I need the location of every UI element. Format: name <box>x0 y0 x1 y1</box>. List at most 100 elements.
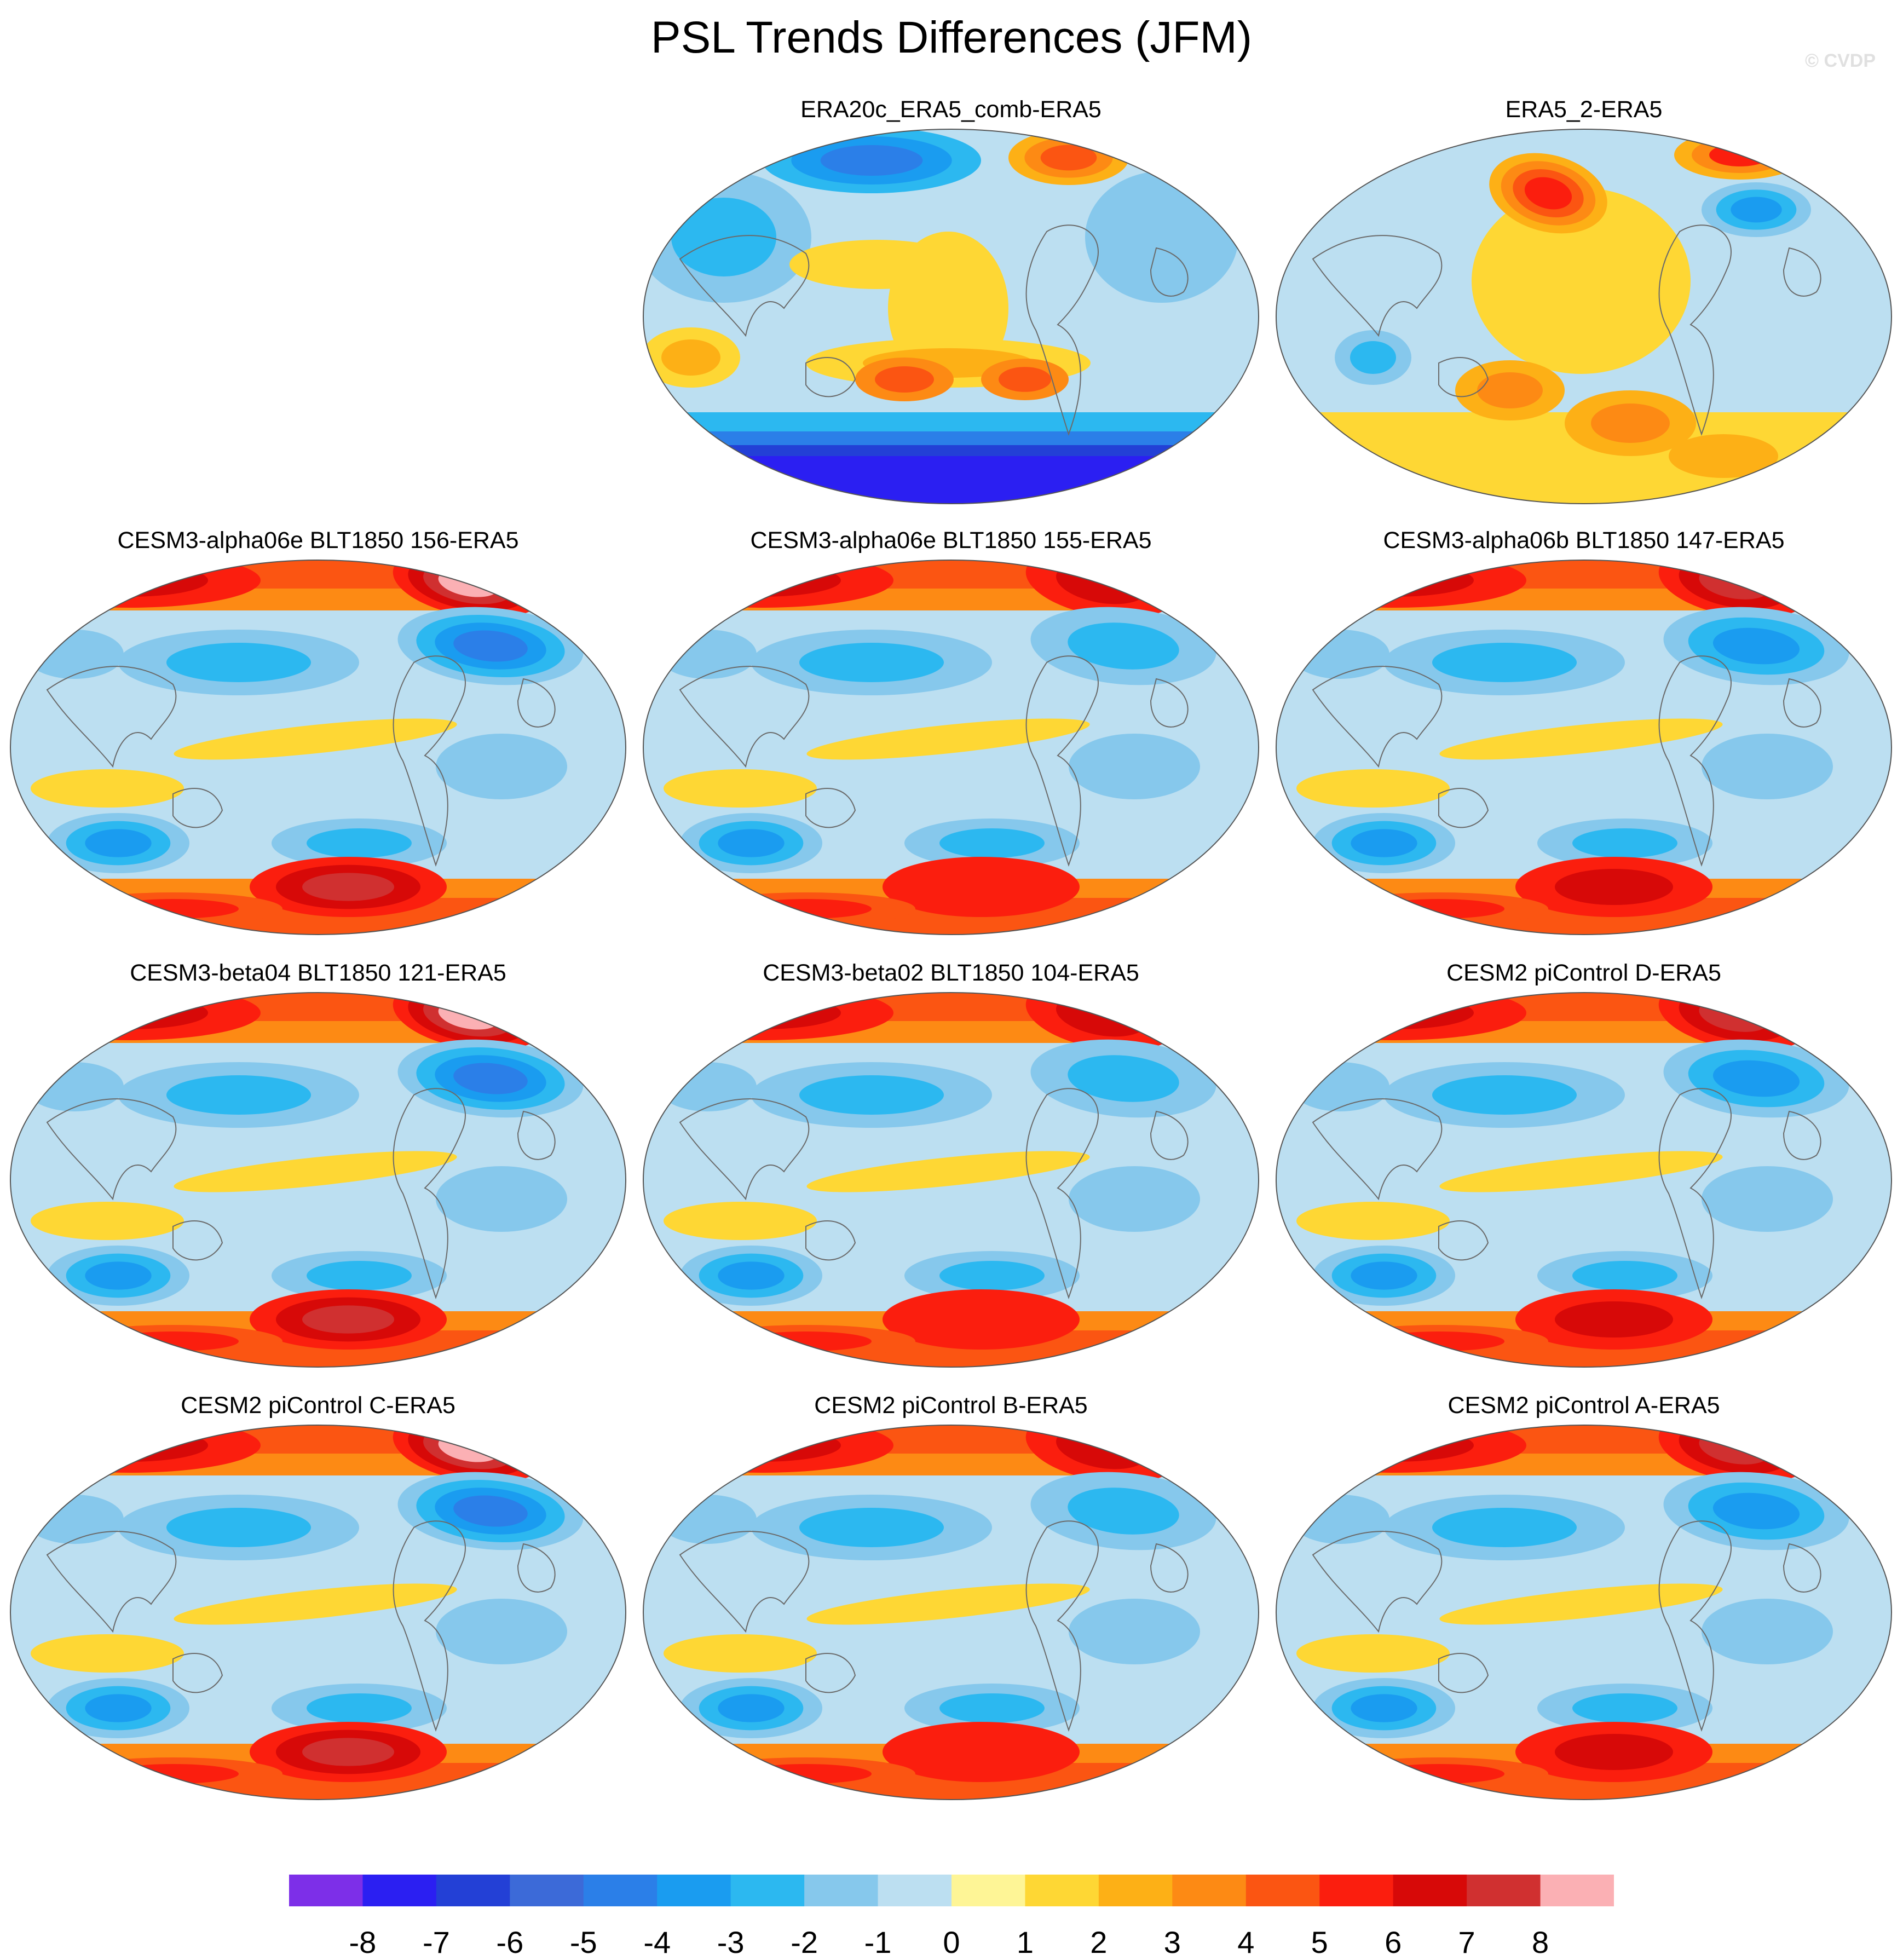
coastline <box>1438 1220 1489 1261</box>
coastline <box>1025 224 1099 436</box>
southern-low <box>1572 1261 1677 1290</box>
coastline <box>1025 655 1099 867</box>
map-outline <box>1276 1425 1892 1800</box>
map-panel: CESM2 piControl D-ERA5 <box>1275 959 1893 1371</box>
colorbar-tick-label: -1 <box>864 1925 892 1959</box>
coastline <box>805 357 856 397</box>
arctic-band <box>10 560 626 589</box>
southern-low <box>718 1694 785 1722</box>
asia-negative <box>671 198 776 276</box>
colorbar-segment <box>1245 1875 1320 1906</box>
colorbar-segment <box>1319 1875 1394 1906</box>
antarctic-high <box>883 1289 1080 1350</box>
world-map <box>10 560 626 935</box>
psl-field <box>643 560 1259 935</box>
colorbar-tick-label: -8 <box>349 1925 377 1959</box>
coastline <box>1025 1520 1099 1732</box>
world-map <box>643 1425 1259 1800</box>
psl-field <box>1276 1425 1892 1800</box>
world-map <box>1276 1425 1892 1800</box>
world-map <box>10 992 626 1368</box>
southern-positive <box>1477 372 1543 408</box>
southern-positive <box>875 366 934 393</box>
colorbar-tick-label: -2 <box>791 1925 818 1959</box>
map-panel: CESM2 piControl B-ERA5 <box>642 1392 1260 1803</box>
map-outline <box>10 1425 626 1800</box>
arctic-band <box>1276 993 1892 1021</box>
map-outline <box>643 129 1259 504</box>
tropical-positive <box>806 1151 1090 1192</box>
arctic-high <box>683 996 841 1029</box>
coastline <box>805 788 856 828</box>
panel-title: CESM2 piControl D-ERA5 <box>1446 960 1721 986</box>
north-pacific-low <box>166 1508 311 1547</box>
antarctic-high <box>1373 1764 1504 1784</box>
tropical-positive <box>1439 1151 1723 1192</box>
coastline <box>1783 678 1821 728</box>
colorbar-segment <box>510 1875 584 1906</box>
colorbar-segment <box>583 1875 658 1906</box>
coastline <box>393 655 466 867</box>
psl-field <box>643 1425 1259 1800</box>
coastline <box>517 1543 556 1593</box>
north-pacific-negative <box>820 145 923 176</box>
antarctic-high <box>107 899 239 919</box>
coastline <box>1783 1543 1821 1593</box>
coastline <box>1783 247 1821 297</box>
coastline <box>1783 1110 1821 1160</box>
panel-title: CESM2 piControl A-ERA5 <box>1448 1392 1720 1419</box>
indian-ocean-positive <box>1296 1202 1450 1240</box>
indian-ocean-positive <box>31 1202 184 1240</box>
north-pacific-low <box>1432 1508 1577 1547</box>
southern-low <box>939 1261 1045 1290</box>
coastline <box>46 1531 177 1633</box>
north-atlantic-low <box>453 630 528 662</box>
south-america-negative <box>436 1599 567 1664</box>
colorbar-tick-label: 8 <box>1531 1925 1549 1959</box>
south-america-negative <box>1702 734 1833 799</box>
world-map <box>643 129 1259 504</box>
map-outline <box>1276 129 1892 504</box>
map-panel: CESM3-alpha06b BLT1850 147-ERA5 <box>1275 527 1893 938</box>
americas-negative <box>1085 171 1238 303</box>
colorbar-tick-label: 5 <box>1311 1925 1328 1959</box>
north-pacific-low <box>1432 1075 1577 1115</box>
tropical-positive <box>174 718 457 760</box>
colorbar-segment <box>1025 1875 1099 1906</box>
north-atlantic-low <box>1068 1488 1179 1535</box>
southern-low <box>939 828 1045 858</box>
map-outline <box>643 560 1259 935</box>
world-map <box>643 560 1259 935</box>
map-panel: CESM2 piControl C-ERA5 <box>9 1392 627 1803</box>
antarctic-high <box>1555 869 1673 905</box>
southern-low <box>718 1261 785 1290</box>
colorbar <box>289 1875 1614 1906</box>
north-atlantic-low <box>453 1495 528 1527</box>
north-atlantic-low <box>1712 627 1800 665</box>
southern-low <box>85 1694 152 1722</box>
indian-ocean-positive <box>664 1202 817 1240</box>
colorbar-tick-label: -4 <box>643 1925 671 1959</box>
indian-ocean-positive <box>1296 769 1450 808</box>
eurasia-low <box>658 630 757 679</box>
coastline <box>1658 224 1732 436</box>
coastline <box>1438 357 1489 397</box>
colorbar-segment <box>1393 1875 1467 1906</box>
south-america-negative <box>1702 1166 1833 1232</box>
world-map <box>1276 129 1892 504</box>
arctic-band <box>643 560 1259 589</box>
north-pacific-low <box>799 643 944 682</box>
north-pacific-low <box>1432 643 1577 682</box>
southern-positive <box>1591 403 1670 443</box>
southern-low <box>307 1693 412 1723</box>
antarctic-high <box>740 1764 872 1784</box>
indian-ocean-positive <box>1296 1634 1450 1673</box>
south-america-negative <box>1702 1599 1833 1664</box>
coastline <box>1312 235 1443 337</box>
colorbar-tick-label: 0 <box>943 1925 960 1959</box>
antarctic-high <box>1373 899 1504 919</box>
southern-low <box>1572 1693 1677 1723</box>
map-outline <box>1276 560 1892 935</box>
colorbar-tick-label: -7 <box>422 1925 450 1959</box>
panel-title: CESM2 piControl C-ERA5 <box>181 1392 455 1419</box>
